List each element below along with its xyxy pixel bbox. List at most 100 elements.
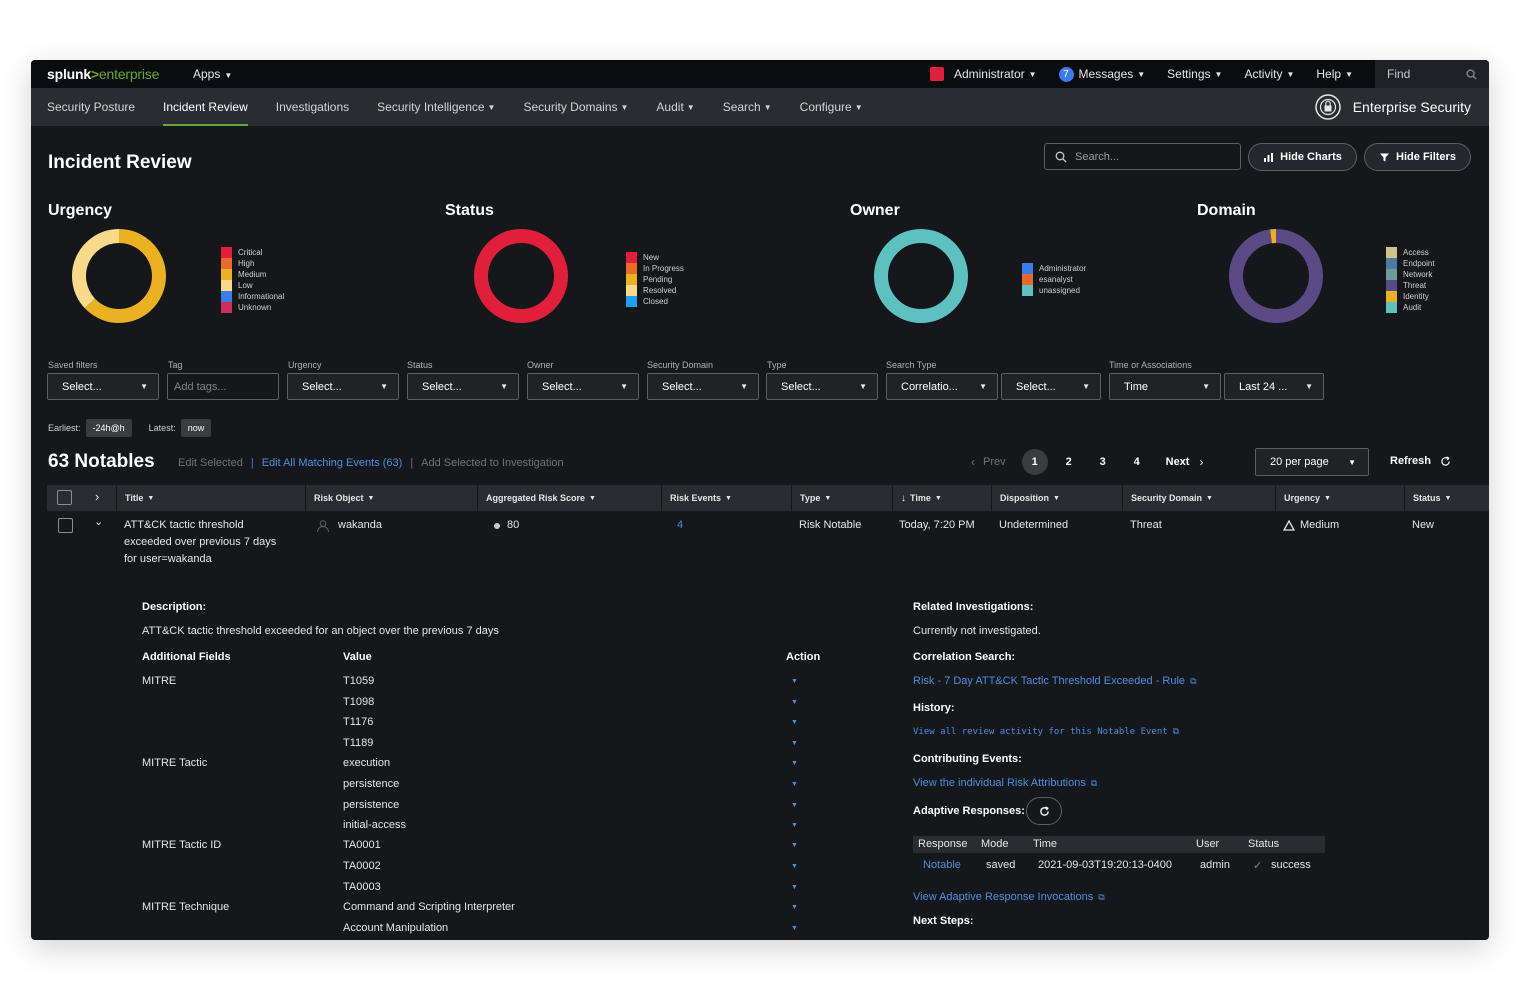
page-1-button[interactable]: 1 bbox=[1021, 449, 1048, 475]
chevron-down-icon[interactable]: ⌄ bbox=[94, 516, 104, 528]
row-risk-events-link[interactable]: 4 bbox=[677, 519, 684, 531]
col-risk-object[interactable]: Risk Object ▼ bbox=[305, 485, 374, 511]
action-caret-icon[interactable]: ▼ bbox=[791, 719, 798, 726]
owner-select[interactable]: Select... ▼ bbox=[527, 373, 639, 400]
per-page-select[interactable]: 20 per page ▼ bbox=[1255, 448, 1369, 476]
legend-item[interactable]: In Progress bbox=[626, 263, 684, 274]
edit-all-matching-link[interactable]: Edit All Matching Events (63) bbox=[261, 457, 403, 469]
legend-item[interactable]: Resolved bbox=[626, 285, 684, 296]
latest-chip[interactable]: now bbox=[180, 419, 212, 437]
nav-configure[interactable]: Configure ▼ bbox=[800, 88, 863, 126]
status-select[interactable]: Select... ▼ bbox=[407, 373, 519, 400]
activity-menu[interactable]: Activity ▼ bbox=[1244, 67, 1294, 81]
action-caret-icon[interactable]: ▼ bbox=[791, 802, 798, 809]
col-urgency[interactable]: Urgency ▼ bbox=[1275, 485, 1331, 511]
legend-item[interactable]: Endpoint bbox=[1386, 258, 1435, 269]
add-to-investigation-link[interactable]: Add Selected to Investigation bbox=[421, 457, 564, 469]
page-3-button[interactable]: 3 bbox=[1099, 456, 1106, 468]
saved-filters-select[interactable]: Select... ▼ bbox=[47, 373, 159, 400]
action-caret-icon[interactable]: ▼ bbox=[791, 678, 798, 685]
security-domain-select[interactable]: Select... ▼ bbox=[647, 373, 759, 400]
legend-item[interactable]: esanalyst bbox=[1022, 274, 1086, 285]
col-security-domain[interactable]: Security Domain ▼ bbox=[1122, 485, 1213, 511]
col-disposition[interactable]: Disposition ▼ bbox=[991, 485, 1060, 511]
edit-selected-link[interactable]: Edit Selected bbox=[178, 457, 243, 469]
legend-item[interactable]: Closed bbox=[626, 296, 684, 307]
col-risk-events[interactable]: Risk Events ▼ bbox=[661, 485, 732, 511]
action-caret-icon[interactable]: ▼ bbox=[791, 925, 798, 932]
col-time[interactable]: ↓ Time ▼ bbox=[892, 485, 942, 511]
action-caret-icon[interactable]: ▼ bbox=[791, 740, 798, 747]
tag-input[interactable]: Add tags... bbox=[167, 373, 279, 400]
search-type-select[interactable]: Correlatio... ▼ bbox=[886, 373, 998, 400]
urgency-donut[interactable] bbox=[71, 228, 167, 324]
donut-slice-threat[interactable] bbox=[1229, 229, 1323, 323]
earliest-chip[interactable]: -24h@h bbox=[85, 419, 132, 437]
col-title[interactable]: Title ▼ bbox=[116, 485, 154, 511]
settings-menu[interactable]: Settings ▼ bbox=[1167, 67, 1222, 81]
legend-item[interactable]: Threat bbox=[1386, 280, 1435, 291]
action-caret-icon[interactable]: ▼ bbox=[791, 863, 798, 870]
donut-slice-low[interactable] bbox=[72, 229, 120, 309]
col-type[interactable]: Type ▼ bbox=[791, 485, 831, 511]
splunk-logo[interactable]: splunk>enterprise bbox=[47, 66, 159, 82]
legend-item[interactable]: unassigned bbox=[1022, 285, 1086, 296]
page-2-button[interactable]: 2 bbox=[1065, 456, 1072, 468]
legend-item[interactable]: Audit bbox=[1386, 302, 1435, 313]
ar-response-link[interactable]: Notable bbox=[923, 859, 961, 871]
search-type-secondary-select[interactable]: Select... ▼ bbox=[1001, 373, 1101, 400]
nav-security-intelligence[interactable]: Security Intelligence ▼ bbox=[377, 88, 495, 126]
legend-item[interactable]: Pending bbox=[626, 274, 684, 285]
find-input[interactable]: Find bbox=[1375, 60, 1489, 88]
legend-item[interactable]: Informational bbox=[221, 291, 284, 302]
donut-slice-unassigned[interactable] bbox=[874, 229, 968, 323]
action-caret-icon[interactable]: ▼ bbox=[791, 781, 798, 788]
legend-item[interactable]: Low bbox=[221, 280, 284, 291]
apps-menu[interactable]: Apps ▼ bbox=[193, 67, 232, 81]
domain-donut[interactable] bbox=[1228, 228, 1324, 324]
donut-slice-medium[interactable] bbox=[84, 229, 166, 323]
status-donut[interactable] bbox=[473, 228, 569, 324]
time-range-select[interactable]: Last 24 ... ▼ bbox=[1224, 373, 1324, 400]
legend-item[interactable]: Network bbox=[1386, 269, 1435, 280]
correlation-search-link[interactable]: Risk - 7 Day ATT&CK Tactic Threshold Exc… bbox=[913, 675, 1197, 687]
time-select[interactable]: Time ▼ bbox=[1109, 373, 1221, 400]
adaptive-response-invocations-link[interactable]: View Adaptive Response Invocations ⧉ bbox=[913, 891, 1105, 903]
action-caret-icon[interactable]: ▼ bbox=[791, 822, 798, 829]
nav-incident-review[interactable]: Incident Review bbox=[163, 88, 248, 126]
col-aggregated-risk-score[interactable]: Aggregated Risk Score ▼ bbox=[477, 485, 596, 511]
nav-security-posture[interactable]: Security Posture bbox=[47, 88, 135, 126]
page-4-button[interactable]: 4 bbox=[1133, 456, 1140, 468]
action-caret-icon[interactable]: ▼ bbox=[791, 842, 798, 849]
history-link[interactable]: View all review activity for this Notabl… bbox=[913, 727, 1179, 737]
legend-item[interactable]: Access bbox=[1386, 247, 1435, 258]
select-all-checkbox[interactable] bbox=[57, 490, 72, 505]
nav-investigations[interactable]: Investigations bbox=[276, 88, 349, 126]
col-status[interactable]: Status ▼ bbox=[1404, 485, 1451, 511]
nav-audit[interactable]: Audit ▼ bbox=[656, 88, 694, 126]
legend-item[interactable]: Medium bbox=[221, 269, 284, 280]
contributing-events-link[interactable]: View the individual Risk Attributions ⧉ bbox=[913, 777, 1097, 789]
refresh-button[interactable]: Refresh bbox=[1390, 455, 1451, 467]
action-caret-icon[interactable]: ▼ bbox=[791, 884, 798, 891]
help-menu[interactable]: Help ▼ bbox=[1316, 67, 1353, 81]
next-page-button[interactable]: Next › bbox=[1166, 455, 1204, 469]
action-caret-icon[interactable]: ▼ bbox=[791, 904, 798, 911]
action-caret-icon[interactable]: ▼ bbox=[791, 699, 798, 706]
hide-filters-button[interactable]: Hide Filters bbox=[1364, 143, 1471, 171]
donut-slice-new[interactable] bbox=[474, 229, 568, 323]
chevron-right-icon[interactable]: › bbox=[95, 489, 100, 504]
legend-item[interactable]: Unknown bbox=[221, 302, 284, 313]
adaptive-response-refresh-button[interactable] bbox=[1026, 797, 1062, 825]
type-select[interactable]: Select... ▼ bbox=[766, 373, 878, 400]
search-input[interactable]: Search... bbox=[1044, 143, 1241, 170]
urgency-select[interactable]: Select... ▼ bbox=[287, 373, 399, 400]
legend-item[interactable]: High bbox=[221, 258, 284, 269]
legend-item[interactable]: Administrator bbox=[1022, 263, 1086, 274]
legend-item[interactable]: Identity bbox=[1386, 291, 1435, 302]
legend-item[interactable]: New bbox=[626, 252, 684, 263]
administrator-menu[interactable]: Administrator ▼ bbox=[929, 67, 1037, 81]
messages-menu[interactable]: 7 Messages ▼ bbox=[1058, 66, 1145, 82]
nav-security-domains[interactable]: Security Domains ▼ bbox=[523, 88, 628, 126]
hide-charts-button[interactable]: Hide Charts bbox=[1248, 143, 1357, 171]
